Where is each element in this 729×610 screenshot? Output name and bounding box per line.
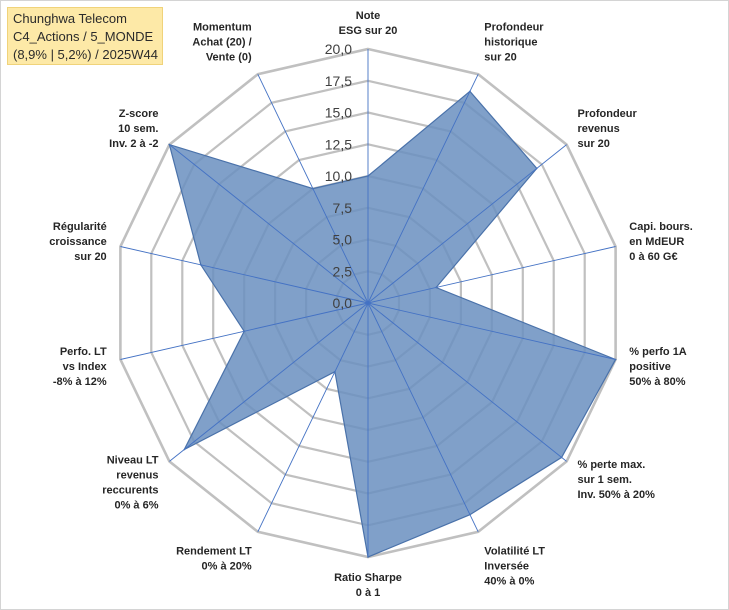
tick-label: 15,0 (325, 105, 352, 121)
tick-label: 12,5 (325, 136, 352, 152)
radar-series (168, 90, 617, 558)
axis-label-12: Z-score 10 sem. Inv. 2 à -2 (109, 108, 158, 150)
spoke-3 (367, 246, 616, 304)
spoke-5 (367, 302, 567, 462)
axis-label-4: % perfo 1A positive 50% à 80% (629, 346, 687, 388)
spoke-9 (169, 302, 369, 462)
axis-label-8: Rendement LT 0% à 20% (176, 546, 252, 573)
axis-label-13: Momentum Achat (20) / Vente (0) (192, 22, 252, 64)
axis-label-0: Note ESG sur 20 (339, 10, 398, 37)
spoke-1 (367, 74, 479, 304)
tick-label: 7,5 (333, 200, 353, 216)
tick-label: 0,0 (333, 295, 353, 311)
axis-label-7: Ratio Sharpe 0 à 1 (334, 572, 402, 599)
tick-label: 5,0 (333, 232, 353, 248)
spoke-10 (120, 302, 369, 360)
tick-label: 10,0 (325, 168, 352, 184)
axis-label-1: Profondeur historique sur 20 (484, 22, 544, 64)
axis-label-11: Régularité croissance sur 20 (49, 221, 106, 263)
title-line-category: C4_Actions / 5_MONDE (13, 29, 154, 44)
axis-label-6: Volatilité LT Inversée 40% à 0% (484, 546, 545, 588)
spoke-4 (367, 302, 616, 360)
axis-label-3: Capi. bours. en MdEUR 0 à 60 G€ (629, 221, 693, 263)
radar-axis-labels: Note ESG sur 20 Profondeur historique sur 20… (49, 10, 693, 599)
radar-tick-labels: 0,0 2,5 5,0 7,5 10,0 12,5 15,0 17,5 20,0 (325, 41, 352, 311)
spoke-2 (367, 144, 567, 304)
spoke-12 (169, 144, 369, 304)
axis-label-2: Profondeur revenus sur 20 (578, 108, 638, 150)
tick-label: 2,5 (333, 263, 353, 279)
axis-label-10: Perfo. LT vs Index -8% à 12% (53, 346, 108, 388)
radar-spokes (120, 49, 616, 557)
tick-label: 20,0 (325, 41, 352, 57)
title-line-company: Chunghwa Telecom (13, 11, 127, 26)
spoke-8 (257, 302, 369, 532)
chart-title-box: Chunghwa Telecom C4_Actions / 5_MONDE (8… (7, 7, 163, 65)
spoke-13 (257, 74, 369, 304)
spoke-11 (120, 246, 369, 304)
title-line-stats: (8,9% | 5,2%) / 2025W44 (13, 47, 159, 62)
spoke-6 (367, 302, 479, 532)
axis-label-5: % perte max. sur 1 sem. Inv. 50% à 20% (578, 459, 656, 501)
tick-label: 17,5 (325, 73, 352, 89)
series-area-0 (168, 90, 617, 558)
axis-label-9: Niveau LT revenus reccurents 0% à 6% (102, 454, 159, 511)
